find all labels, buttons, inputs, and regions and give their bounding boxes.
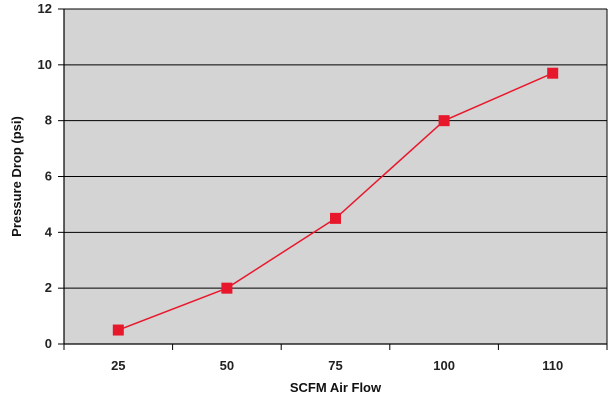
data-point xyxy=(221,282,233,294)
y-tick-label: 4 xyxy=(45,224,53,239)
y-tick-label: 10 xyxy=(38,57,52,72)
x-axis-title: SCFM Air Flow xyxy=(290,380,382,395)
x-tick-label: 75 xyxy=(328,358,342,373)
data-point xyxy=(330,212,341,224)
y-axis-title: Pressure Drop (psi) xyxy=(9,116,24,237)
x-tick-label: 25 xyxy=(111,358,125,373)
series-layer xyxy=(112,67,559,336)
y-tick-label: 6 xyxy=(45,169,52,184)
x-tick-label: 100 xyxy=(433,358,455,373)
y-tick-label: 0 xyxy=(45,336,52,351)
y-tick-label: 12 xyxy=(38,1,52,16)
data-point xyxy=(547,67,559,79)
data-point xyxy=(438,115,450,127)
x-axis-ticks: 25 50 75 100 110 xyxy=(63,344,608,373)
y-tick-label: 2 xyxy=(45,280,52,295)
y-axis-ticks: 0 2 4 6 8 10 12 xyxy=(38,1,64,351)
data-point xyxy=(112,324,124,336)
x-tick-label: 110 xyxy=(542,358,563,373)
y-tick-label: 8 xyxy=(45,113,52,128)
x-tick-label: 50 xyxy=(220,358,234,373)
